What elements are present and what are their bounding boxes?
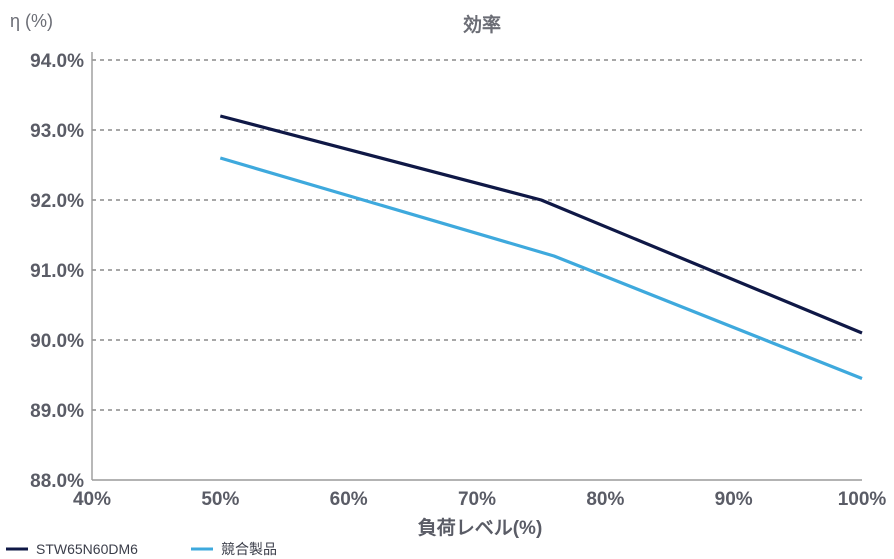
series-line-1: [219, 114, 863, 335]
legend-label: 競合製品: [221, 541, 277, 557]
y-tick-label: 88.0%: [30, 471, 84, 492]
y-tick-label: 93.0%: [30, 121, 84, 142]
series-line-2: [219, 156, 863, 380]
x-axis-label: 負荷レベル(%): [418, 516, 543, 539]
y-tick-label: 94.0%: [30, 51, 84, 72]
y-tick-label: 91.0%: [30, 261, 84, 282]
x-tick-label: 50%: [201, 489, 239, 510]
legend-label: STW65N60DM6: [36, 541, 138, 557]
x-tick-label: 100%: [838, 489, 887, 510]
x-tick-label: 80%: [586, 489, 624, 510]
x-tick-label: 60%: [330, 489, 368, 510]
x-tick-label: 40%: [73, 489, 111, 510]
y-tick-labels: 94.0% 93.0% 92.0% 91.0% 90.0% 89.0% 88.0%: [30, 51, 84, 492]
series-lines: [219, 114, 863, 380]
axes: [91, 52, 862, 481]
y-tick-label: 92.0%: [30, 191, 84, 212]
y-axis-label: η (%): [10, 11, 53, 31]
legend: STW65N60DM6 競合製品: [6, 541, 277, 557]
x-tick-label: 70%: [458, 489, 496, 510]
x-tick-labels: 40% 50% 60% 70% 80% 90% 100%: [73, 489, 886, 510]
chart-title: 効率: [463, 13, 501, 36]
grid-lines: [92, 59, 862, 411]
y-tick-label: 90.0%: [30, 331, 84, 352]
x-tick-label: 90%: [715, 489, 753, 510]
y-tick-label: 89.0%: [30, 401, 84, 422]
